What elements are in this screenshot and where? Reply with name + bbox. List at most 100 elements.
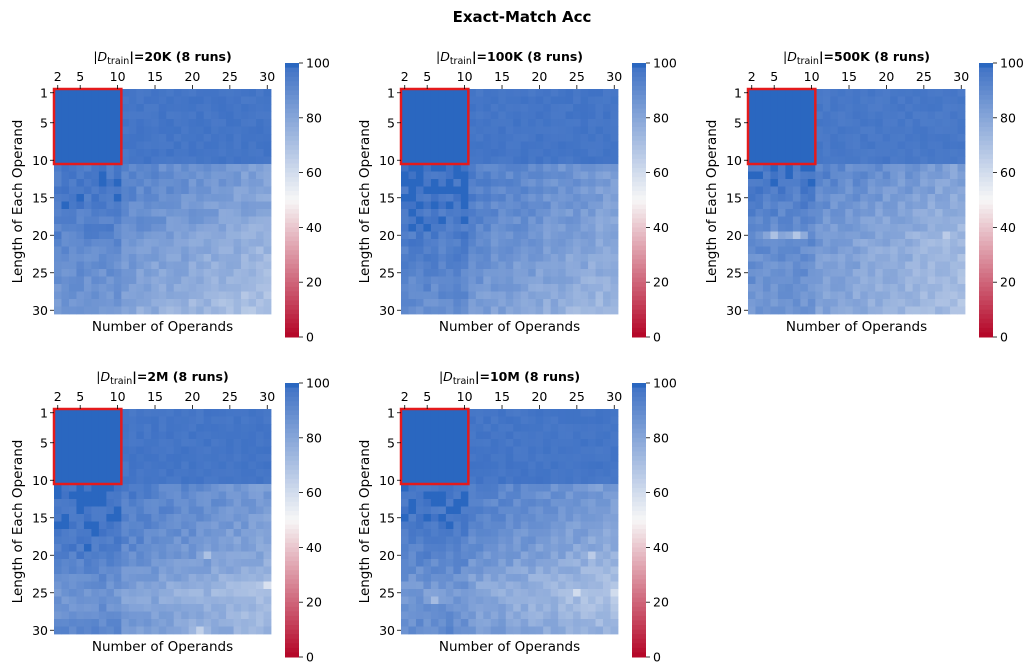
heatmap-cell xyxy=(181,239,190,247)
heatmap-cell xyxy=(550,454,559,462)
heatmap-cell xyxy=(83,164,92,172)
heatmap-cell xyxy=(61,566,70,575)
heatmap-cell xyxy=(875,284,884,292)
heatmap-cell xyxy=(408,484,417,492)
heatmap-cell xyxy=(528,574,537,582)
heatmap-cell xyxy=(875,179,884,187)
heatmap-cell xyxy=(143,119,152,127)
heatmap-cell xyxy=(445,216,454,225)
colorbar-segment xyxy=(285,387,299,393)
heatmap-cell xyxy=(61,476,70,485)
heatmap-cell xyxy=(505,409,514,417)
heatmap-cell xyxy=(860,96,869,105)
heatmap-cell xyxy=(785,126,794,135)
heatmap-cell xyxy=(905,291,914,300)
heatmap-cell xyxy=(256,409,264,417)
heatmap-cell xyxy=(128,596,137,605)
heatmap-cell xyxy=(520,491,529,500)
heatmap-cell xyxy=(867,224,876,232)
heatmap-cell xyxy=(490,566,499,575)
heatmap-cell xyxy=(588,581,596,590)
heatmap-cell xyxy=(505,626,514,635)
heatmap-cell xyxy=(211,269,220,277)
heatmap-cell xyxy=(61,216,70,225)
heatmap-cell xyxy=(68,529,77,537)
heatmap-cell xyxy=(415,96,424,105)
colorbar-segment xyxy=(632,227,646,233)
heatmap-cell xyxy=(912,111,921,120)
heatmap-cell xyxy=(867,276,876,285)
heatmap-cell xyxy=(158,119,167,127)
heatmap-cell xyxy=(498,476,507,485)
heatmap-cell xyxy=(505,529,514,537)
heatmap-cell xyxy=(558,529,567,537)
heatmap-cell xyxy=(423,409,432,417)
heatmap-cell xyxy=(610,619,619,627)
y-tick-label: 15 xyxy=(379,190,395,205)
heatmap-cell xyxy=(762,209,771,217)
heatmap-cell xyxy=(513,484,522,492)
heatmap-cell xyxy=(475,409,484,417)
heatmap-cell xyxy=(113,156,122,165)
heatmap-cell xyxy=(106,239,115,247)
heatmap-cell xyxy=(54,276,62,285)
heatmap-cell xyxy=(106,261,115,270)
heatmap-cell xyxy=(76,156,85,165)
heatmap-cell xyxy=(528,284,537,292)
heatmap-cell xyxy=(777,269,786,277)
heatmap-cell xyxy=(54,134,62,142)
heatmap-cell xyxy=(128,119,137,127)
heatmap-cell xyxy=(98,231,107,240)
heatmap-cell xyxy=(61,611,70,620)
heatmap-cell xyxy=(565,164,574,172)
colorbar-segment xyxy=(632,63,646,69)
heatmap-cell xyxy=(143,149,152,157)
heatmap-cell xyxy=(610,96,619,105)
heatmap-cell xyxy=(143,544,152,552)
heatmap-cell xyxy=(558,469,567,477)
heatmap-cell xyxy=(505,284,514,292)
y-tick-label: 15 xyxy=(379,510,395,525)
x-tick-label: 20 xyxy=(184,69,200,84)
heatmap-cell xyxy=(233,604,242,612)
heatmap-cell xyxy=(151,96,160,105)
heatmap-cell xyxy=(263,171,272,180)
heatmap-cell xyxy=(792,111,801,120)
heatmap-cell xyxy=(181,416,190,425)
colorbar-segment xyxy=(285,104,299,110)
heatmap-cell xyxy=(54,446,62,455)
heatmap-cell xyxy=(151,291,160,300)
heatmap-cell xyxy=(543,284,552,292)
heatmap-cell xyxy=(792,246,801,255)
heatmap-cell xyxy=(845,276,854,285)
heatmap-cell xyxy=(158,461,167,470)
heatmap-cell xyxy=(822,284,831,292)
heatmap-cell xyxy=(54,559,62,567)
heatmap-cell xyxy=(957,104,966,112)
heatmap-cell xyxy=(121,484,130,492)
colorbar-segment xyxy=(285,474,299,480)
heatmap-cell xyxy=(181,179,190,187)
heatmap-cell xyxy=(610,179,619,187)
heatmap-cell xyxy=(807,89,816,97)
heatmap-cell xyxy=(113,269,122,277)
heatmap-cell xyxy=(218,119,227,127)
colorbar-segment xyxy=(979,94,993,101)
heatmap-cell xyxy=(882,276,891,285)
heatmap-cell xyxy=(438,589,447,597)
heatmap-cell xyxy=(423,209,432,217)
heatmap-cell xyxy=(490,431,499,440)
heatmap-cell xyxy=(483,216,492,225)
heatmap-cell xyxy=(897,306,906,315)
heatmap-cell xyxy=(942,96,951,105)
heatmap-cell xyxy=(882,141,891,150)
heatmap-cell xyxy=(408,216,417,225)
heatmap-cell xyxy=(54,574,62,582)
heatmap-cell xyxy=(91,476,100,485)
heatmap-cell xyxy=(445,261,454,270)
heatmap-cell xyxy=(957,246,966,255)
heatmap-cell xyxy=(610,544,619,552)
heatmap-cell xyxy=(483,231,492,240)
colorbar-segment xyxy=(285,597,299,603)
